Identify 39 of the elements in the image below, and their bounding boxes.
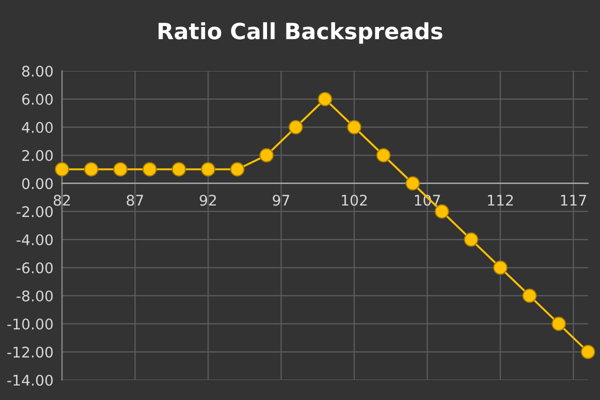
x-tick-label: 82 (54, 194, 70, 206)
x-tick-label: 87 (126, 194, 144, 206)
y-tick-label: 2.00 (22, 150, 53, 162)
point (406, 176, 420, 191)
y-tick-label: -12.00 (7, 346, 53, 358)
point (113, 162, 128, 176)
y-tick-label: 8.00 (22, 66, 53, 77)
point (347, 120, 362, 134)
y-tick-label: -4.00 (16, 234, 53, 246)
y-tick-label: 6.00 (22, 94, 53, 105)
y-tick-label: 4.00 (22, 122, 53, 133)
y-tick-label: -8.00 (16, 290, 53, 302)
point (493, 260, 508, 275)
x-tick-label: 117 (561, 194, 586, 206)
y-tick-label: 0.00 (22, 178, 53, 190)
chart-title: Ratio Call Backspreads (158, 22, 442, 44)
x-tick-label: 97 (272, 194, 290, 206)
point (230, 162, 244, 176)
point (580, 344, 596, 360)
point (434, 204, 450, 219)
point (552, 316, 566, 331)
x-tick-label: 102 (342, 194, 367, 206)
point (54, 162, 70, 176)
y-tick-label: -2.00 (16, 206, 53, 218)
y-tick-label: -6.00 (16, 262, 53, 274)
y-tick-label: -10.00 (7, 318, 53, 330)
point (142, 162, 157, 176)
point (376, 148, 391, 162)
point (288, 120, 303, 134)
point (464, 232, 478, 247)
point (522, 288, 537, 303)
x-tick-label: 92 (200, 194, 216, 206)
point (84, 162, 98, 176)
point (172, 162, 186, 176)
point (259, 148, 274, 162)
y-tick-label: -14.00 (7, 374, 53, 386)
x-tick-label: 112 (488, 194, 513, 206)
point (200, 162, 216, 176)
point (318, 92, 332, 106)
